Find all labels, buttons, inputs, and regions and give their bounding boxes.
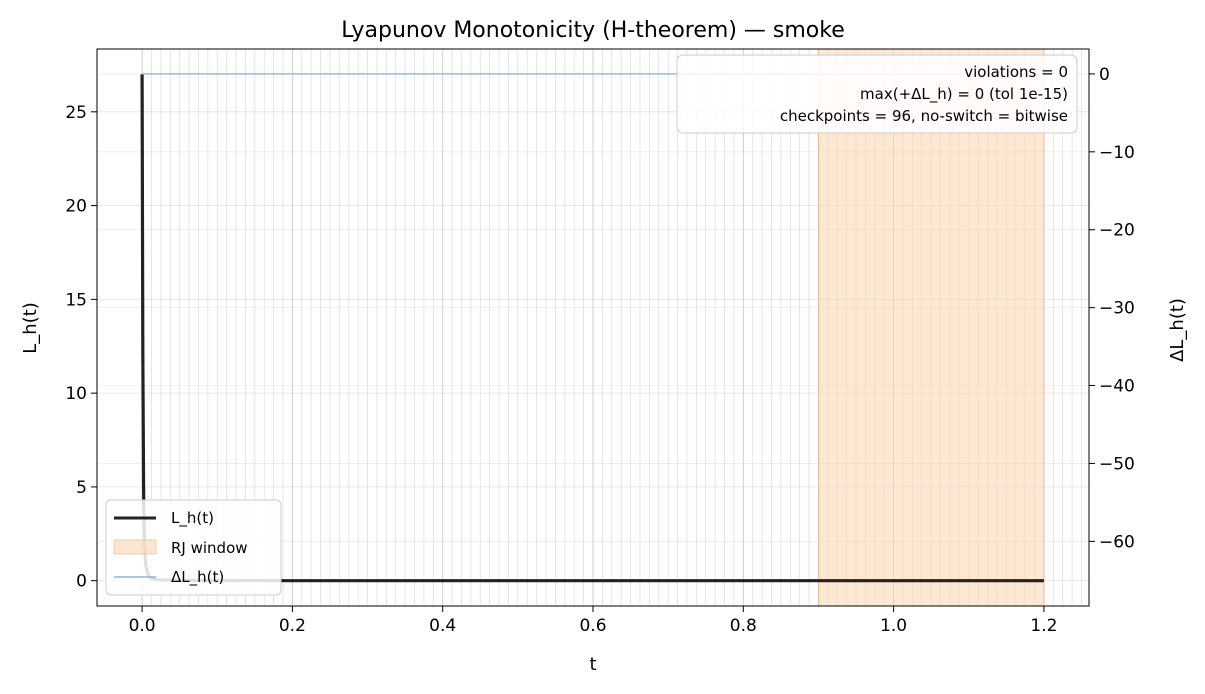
x-tick-label: 0.6 [579,616,606,636]
x-tick-label: 0.4 [429,616,456,636]
y-right-tick-label: −10 [1099,143,1135,163]
rj-window-region [818,49,1045,606]
y-left-tick-label: 5 [76,478,87,498]
annotation-box: violations = 0 max(+ΔL_h) = 0 (tol 1e-15… [676,54,1078,134]
legend-background [105,499,282,596]
legend-label-l-h: L_h(t) [171,509,214,528]
legend-swatch-rj-window [113,539,157,555]
legend: L_h(t) RJ window ΔL_h(t) [105,499,282,596]
y-right-tick-label: −20 [1099,221,1135,241]
annotation-background [676,54,1078,134]
y-left-tick-label: 0 [76,572,87,592]
y-left-tick-label: 20 [65,197,87,217]
y-left-tick-label: 10 [65,384,87,404]
x-tick-label: 0.2 [279,616,306,636]
annotation-line: checkpoints = 96, no-switch = bitwise [780,107,1068,125]
y-right-tick-label: 0 [1099,65,1110,85]
y-right-tick-label: −50 [1099,454,1135,474]
chart-title: Lyapunov Monotonicity (H-theorem) — smok… [341,18,844,43]
y-right-tick-label: −30 [1099,299,1135,319]
legend-label-delta-l-h: ΔL_h(t) [171,568,224,587]
x-axis-label: t [589,654,596,675]
y-right-tick-label: −60 [1099,532,1135,552]
legend-label-rj-window: RJ window [171,539,248,557]
annotation-line: max(+ΔL_h) = 0 (tol 1e-15) [860,85,1068,104]
axes: 0.0 0.2 0.4 0.6 0.8 1.0 1.2 0 5 10 15 20 25 0 −10 −20 −3… [65,65,1135,636]
x-tick-label: 0.0 [129,616,156,636]
y-left-tick-label: 15 [65,290,87,310]
annotation-line: violations = 0 [964,63,1068,81]
y-axis-left-label: L_h(t) [20,302,41,354]
x-tick-label: 0.8 [730,616,757,636]
y-left-tick-label: 25 [65,103,87,123]
rj-window-fill [818,49,1044,606]
y-axis-right-label: ΔL_h(t) [1167,298,1188,362]
x-tick-label: 1.0 [880,616,907,636]
x-tick-label: 1.2 [1030,616,1057,636]
y-right-tick-label: −40 [1099,377,1135,397]
